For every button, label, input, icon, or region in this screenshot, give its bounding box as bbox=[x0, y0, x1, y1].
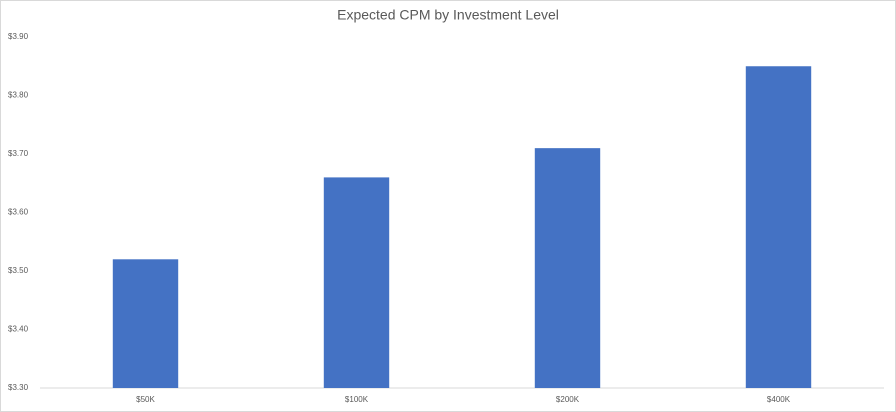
y-tick-label: $3.60 bbox=[8, 208, 29, 217]
y-tick-label: $3.40 bbox=[8, 325, 29, 334]
y-tick-label: $3.90 bbox=[8, 32, 29, 41]
y-tick-label: $3.70 bbox=[8, 149, 29, 158]
bar bbox=[112, 259, 179, 388]
x-tick-label: $50K bbox=[136, 395, 155, 404]
x-tick-label: $400K bbox=[767, 395, 791, 404]
y-tick-label: $3.30 bbox=[8, 383, 29, 392]
x-tick-label: $100K bbox=[345, 395, 369, 404]
bar bbox=[323, 177, 390, 388]
bar bbox=[745, 66, 812, 388]
x-tick-label: $200K bbox=[556, 395, 580, 404]
bar bbox=[534, 148, 601, 388]
y-tick-label: $3.50 bbox=[8, 266, 29, 275]
y-tick-label: $3.80 bbox=[8, 91, 29, 100]
chart-title: Expected CPM by Investment Level bbox=[337, 7, 559, 23]
